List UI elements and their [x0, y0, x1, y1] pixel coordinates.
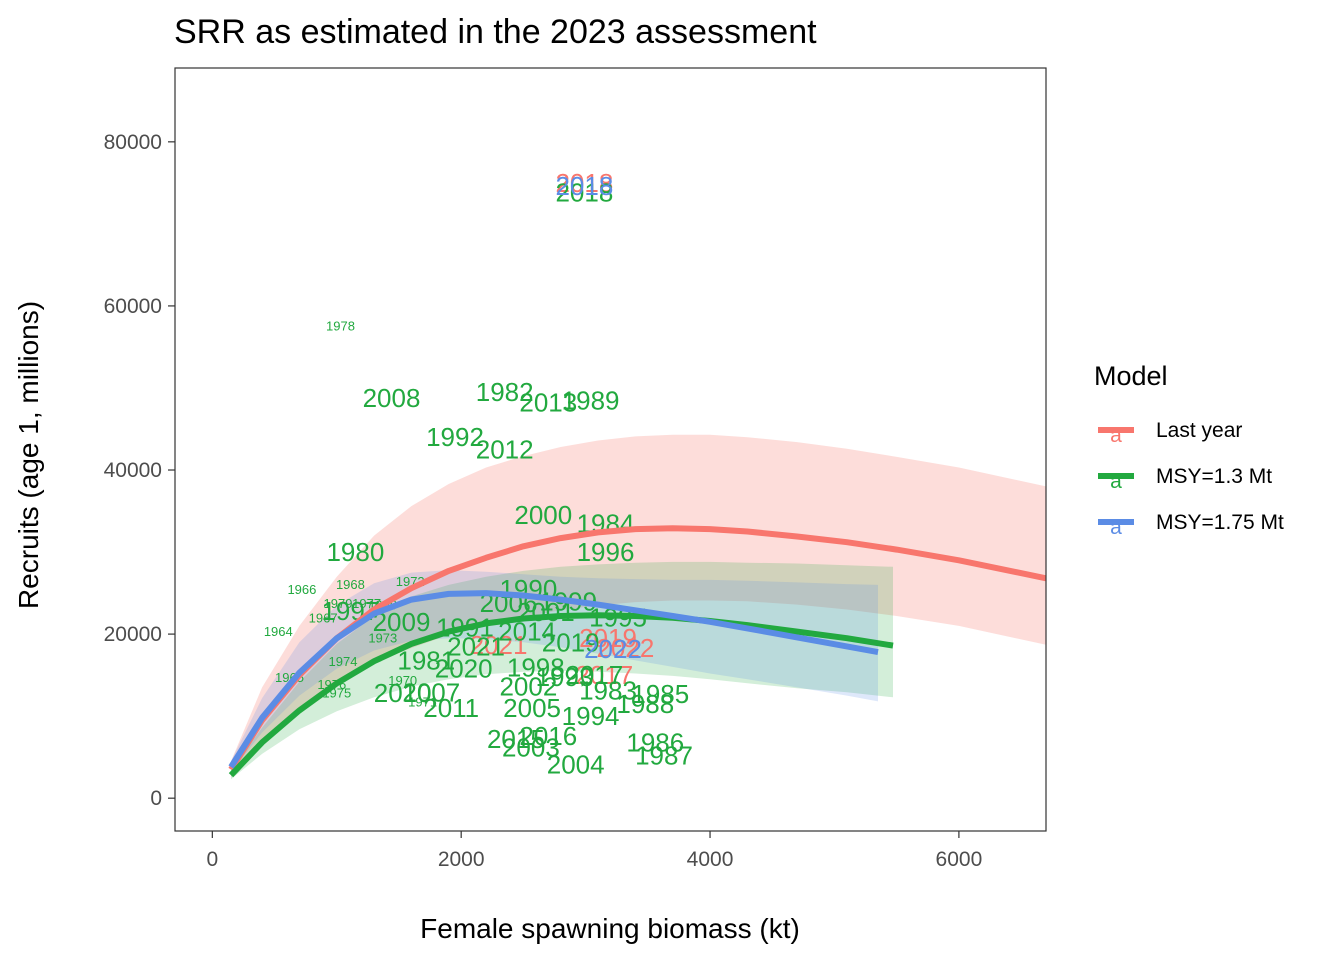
- year-label: 2003: [502, 732, 560, 762]
- x-axis-title: Female spawning biomass (kt): [420, 913, 800, 944]
- year-label: 2015: [487, 724, 545, 754]
- year-label: 1971: [408, 694, 437, 709]
- year-label: 1988: [616, 689, 674, 719]
- legend-label: Last year: [1156, 419, 1242, 442]
- year-label: 2018: [555, 171, 613, 201]
- y-axis-title: Recruits (age 1, millions): [13, 301, 44, 609]
- y-tick-label: 40000: [104, 459, 162, 482]
- year-label: 2004: [547, 750, 605, 780]
- year-label: 1987: [635, 741, 693, 771]
- y-tick-label: 80000: [104, 131, 162, 154]
- year-label: 1978: [326, 319, 355, 334]
- y-tick-label: 0: [150, 787, 162, 810]
- year-label: 2018: [555, 178, 613, 208]
- year-label: 2000: [514, 500, 572, 530]
- year-label: 1981: [397, 645, 455, 675]
- x-tick-label: 0: [206, 848, 218, 871]
- year-label: 2010: [374, 678, 432, 708]
- year-label: 1968: [336, 577, 365, 592]
- year-label: 2021: [470, 630, 528, 660]
- legend-key-glyph: a: [1110, 516, 1122, 539]
- year-label: 1964: [264, 624, 293, 639]
- year-label: 2012: [476, 435, 534, 465]
- x-tick-label: 6000: [936, 848, 983, 871]
- year-label: 1973: [368, 630, 397, 645]
- legend-title: Model: [1094, 361, 1168, 391]
- year-label: 1992: [426, 422, 484, 452]
- legend-entry: a MSY=1.3 Mt: [1098, 465, 1272, 493]
- year-label: 2018: [555, 168, 613, 198]
- legend-entry: a Last year: [1098, 419, 1242, 447]
- plot-border: [174, 67, 1047, 832]
- year-label: 1980: [326, 537, 384, 567]
- year-label: 2019: [579, 623, 637, 653]
- legend-label: MSY=1.75 Mt: [1156, 511, 1284, 534]
- year-label: 1994: [562, 701, 620, 731]
- legend-entry: a MSY=1.75 Mt: [1098, 511, 1284, 539]
- fitted-curve-1: [228, 612, 894, 778]
- year-label: 2022: [596, 633, 654, 663]
- plot-area: [175, 68, 1046, 831]
- year-label: 1974: [329, 654, 358, 669]
- year-label: 1970: [388, 673, 417, 688]
- legend-entries: a Last year a MSY=1.3 Mt a MSY=1.75 Mt: [1098, 419, 1284, 539]
- y-axis: 0 20000 40000 60000 80000: [104, 131, 175, 810]
- year-label: 1967: [309, 611, 338, 626]
- year-label: 2016: [519, 721, 577, 751]
- year-label: 1993: [536, 662, 594, 692]
- legend: Model a Last year a MSY=1.3 Mt a MSY=1.75 Mt: [1094, 361, 1284, 539]
- year-label: 2021: [447, 631, 505, 661]
- fitted-curves: [228, 525, 1046, 778]
- year-label: 2017: [575, 660, 633, 690]
- year-label: 2022: [584, 634, 642, 664]
- year-label: 2017: [565, 660, 623, 690]
- year-label: 2020: [435, 654, 493, 684]
- year-label: 1979: [324, 596, 353, 611]
- confidence-band-0: [231, 434, 1046, 777]
- legend-label: MSY=1.3 Mt: [1156, 465, 1272, 488]
- y-tick-label: 60000: [104, 295, 162, 318]
- legend-key-glyph: a: [1110, 424, 1122, 447]
- year-label: 2002: [499, 672, 557, 702]
- confidence-band-1: [231, 561, 893, 780]
- x-tick-label: 2000: [438, 848, 485, 871]
- legend-key-glyph: a: [1110, 470, 1122, 493]
- year-label: 2007: [402, 677, 460, 707]
- year-label: 1989: [562, 385, 620, 415]
- year-label: 1966: [287, 582, 316, 597]
- chart-title: SRR as estimated in the 2023 assessment: [174, 13, 817, 51]
- year-label: 2013: [519, 388, 577, 418]
- fitted-curve-2: [228, 590, 879, 769]
- year-label: 1982: [476, 377, 534, 407]
- year-label: 2005: [503, 693, 561, 723]
- year-label: 1986: [626, 727, 684, 757]
- x-tick-label: 4000: [687, 848, 734, 871]
- y-tick-label: 20000: [104, 623, 162, 646]
- year-label: 1998: [507, 653, 565, 683]
- year-label: 1996: [577, 537, 635, 567]
- year-label: 2008: [363, 383, 421, 413]
- year-label: 2011: [423, 693, 479, 723]
- x-axis: 0 2000 4000 6000: [206, 831, 982, 871]
- year-label: 1983: [579, 676, 637, 706]
- year-label: 1985: [631, 679, 689, 709]
- year-label: 2019: [542, 627, 600, 657]
